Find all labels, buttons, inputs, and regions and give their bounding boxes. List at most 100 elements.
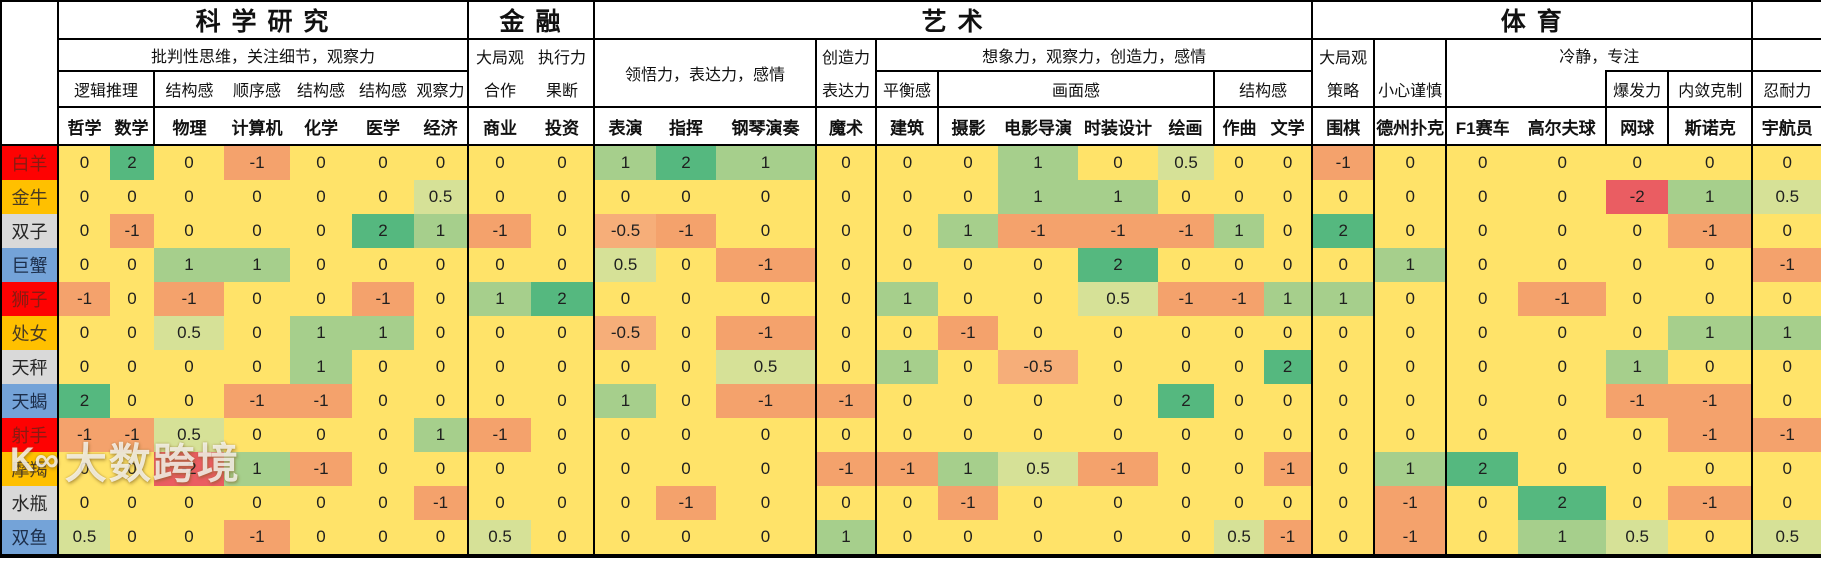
- value-cell[interactable]: 1: [1668, 316, 1754, 350]
- value-cell[interactable]: 0: [352, 520, 414, 556]
- col-go[interactable]: 围棋: [1312, 107, 1376, 146]
- value-cell[interactable]: 0: [110, 316, 154, 350]
- value-cell[interactable]: 1: [938, 452, 999, 486]
- value-cell[interactable]: 0: [1158, 248, 1215, 282]
- value-cell[interactable]: -1: [1312, 145, 1376, 180]
- value-cell[interactable]: 0: [938, 145, 999, 180]
- value-cell[interactable]: -1: [290, 384, 352, 418]
- value-cell[interactable]: 0: [1374, 145, 1448, 180]
- value-cell[interactable]: 0: [58, 214, 110, 248]
- sub-performance-traits[interactable]: 领悟力，表达力，感情: [594, 39, 818, 108]
- value-cell[interactable]: 0: [154, 486, 224, 520]
- value-cell[interactable]: 0: [938, 248, 999, 282]
- value-cell[interactable]: 0: [154, 350, 224, 384]
- value-cell[interactable]: 0: [998, 384, 1079, 418]
- value-cell[interactable]: 0: [290, 214, 352, 248]
- value-cell[interactable]: -0.5: [594, 316, 657, 350]
- value-cell[interactable]: 1: [1606, 350, 1669, 384]
- value-cell[interactable]: 0: [414, 316, 470, 350]
- value-cell[interactable]: -1: [1752, 418, 1821, 452]
- group-finance[interactable]: 金 融: [468, 1, 596, 40]
- value-cell[interactable]: -1: [938, 316, 999, 350]
- value-cell[interactable]: 0: [1214, 145, 1265, 180]
- value-cell[interactable]: 0: [352, 452, 414, 486]
- value-cell[interactable]: 0: [1158, 180, 1215, 214]
- value-cell[interactable]: 0: [531, 316, 596, 350]
- value-cell[interactable]: 0: [1078, 316, 1159, 350]
- col-acting[interactable]: 表演: [594, 107, 657, 146]
- value-cell[interactable]: 0: [110, 486, 154, 520]
- value-cell[interactable]: 0: [414, 350, 470, 384]
- value-cell[interactable]: 0: [290, 180, 352, 214]
- value-cell[interactable]: 0: [656, 418, 717, 452]
- value-cell[interactable]: -1: [1078, 452, 1159, 486]
- value-cell[interactable]: 0: [1374, 316, 1448, 350]
- value-cell[interactable]: 0: [1752, 214, 1821, 248]
- value-cell[interactable]: 0: [531, 145, 596, 180]
- value-cell[interactable]: 0: [1158, 452, 1215, 486]
- corner-cell[interactable]: [1, 1, 59, 146]
- zodiac-label[interactable]: 射手: [1, 418, 59, 452]
- value-cell[interactable]: 0: [1606, 145, 1669, 180]
- trait-observation-economy[interactable]: 观察力: [414, 71, 470, 108]
- value-cell[interactable]: 0: [1518, 248, 1607, 282]
- value-cell[interactable]: 0: [1606, 418, 1669, 452]
- value-cell[interactable]: 0: [876, 418, 939, 452]
- value-cell[interactable]: 0: [1518, 418, 1607, 452]
- value-cell[interactable]: -1: [110, 418, 154, 452]
- value-cell[interactable]: 1: [998, 145, 1079, 180]
- trait-cooperation[interactable]: 合作: [468, 71, 532, 108]
- value-cell[interactable]: 2: [656, 145, 717, 180]
- value-cell[interactable]: -1: [938, 486, 999, 520]
- value-cell[interactable]: 0: [1158, 520, 1215, 556]
- value-cell[interactable]: 0: [468, 180, 532, 214]
- value-cell[interactable]: 1: [594, 384, 657, 418]
- value-cell[interactable]: 0: [1264, 418, 1314, 452]
- value-cell[interactable]: 1: [876, 282, 939, 316]
- value-cell[interactable]: 0: [816, 418, 878, 452]
- group-art[interactable]: 艺 术: [594, 1, 1314, 40]
- value-cell[interactable]: 0: [414, 145, 470, 180]
- trait-strategy[interactable]: 策略: [1312, 71, 1376, 108]
- value-cell[interactable]: 2: [58, 384, 110, 418]
- col-literature[interactable]: 文学: [1264, 107, 1314, 146]
- value-cell[interactable]: 0: [1264, 180, 1314, 214]
- value-cell[interactable]: 0: [1518, 316, 1607, 350]
- value-cell[interactable]: 0: [816, 316, 878, 350]
- sub-poker-blank[interactable]: [1374, 39, 1448, 71]
- value-cell[interactable]: -1: [656, 214, 717, 248]
- value-cell[interactable]: 0.5: [1078, 282, 1159, 316]
- value-cell[interactable]: 0: [468, 486, 532, 520]
- value-cell[interactable]: 0: [1312, 452, 1376, 486]
- value-cell[interactable]: 0: [1312, 248, 1376, 282]
- value-cell[interactable]: 1: [290, 350, 352, 384]
- value-cell[interactable]: -1: [716, 248, 818, 282]
- value-cell[interactable]: -1: [414, 486, 470, 520]
- col-piano[interactable]: 钢琴演奏: [716, 107, 818, 146]
- value-cell[interactable]: 1: [938, 214, 999, 248]
- sub-go-vision[interactable]: 大局观: [1312, 39, 1376, 71]
- value-cell[interactable]: 0: [716, 214, 818, 248]
- value-cell[interactable]: 0: [876, 384, 939, 418]
- value-cell[interactable]: 0: [352, 350, 414, 384]
- col-conducting[interactable]: 指挥: [656, 107, 717, 146]
- value-cell[interactable]: 1: [414, 418, 470, 452]
- value-cell[interactable]: 0: [1668, 145, 1754, 180]
- value-cell[interactable]: 0.5: [1752, 520, 1821, 556]
- value-cell[interactable]: 0: [414, 248, 470, 282]
- value-cell[interactable]: 0: [1264, 214, 1314, 248]
- value-cell[interactable]: 1: [1374, 452, 1448, 486]
- value-cell[interactable]: 0: [656, 248, 717, 282]
- sub-imagination-traits[interactable]: 想象力，观察力，创造力，感情: [876, 39, 1314, 72]
- value-cell[interactable]: 0: [876, 486, 939, 520]
- value-cell[interactable]: 0.5: [1158, 145, 1215, 180]
- value-cell[interactable]: 0: [1606, 214, 1669, 248]
- value-cell[interactable]: 0: [656, 452, 717, 486]
- value-cell[interactable]: 0: [1374, 214, 1448, 248]
- value-cell[interactable]: 0: [110, 248, 154, 282]
- trait-picture-sense[interactable]: 画面感: [938, 71, 1216, 108]
- value-cell[interactable]: 0: [1214, 452, 1265, 486]
- value-cell[interactable]: 0: [58, 316, 110, 350]
- value-cell[interactable]: 0: [352, 486, 414, 520]
- value-cell[interactable]: 0: [1078, 520, 1159, 556]
